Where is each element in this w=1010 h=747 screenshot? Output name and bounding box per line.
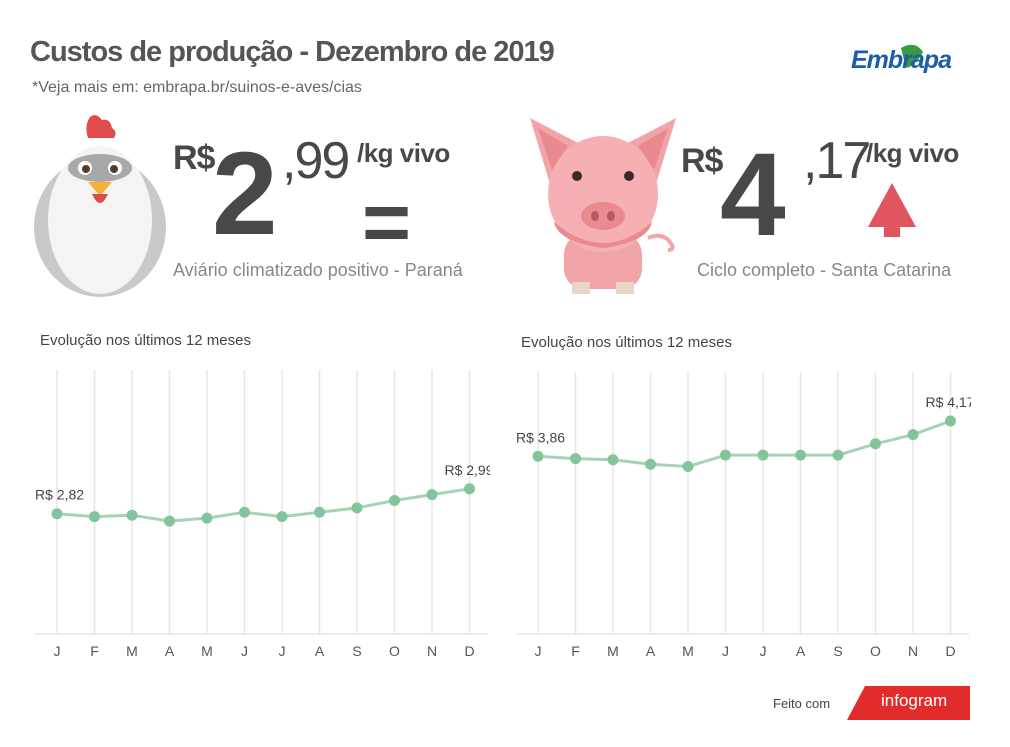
poultry-tick-label: D [464,643,474,659]
poultry-data-point[interactable] [426,489,438,501]
poultry-tick-label: A [165,643,175,659]
poultry-trend-equal: = [362,175,412,269]
poultry-data-point[interactable] [389,495,400,507]
swine-data-point[interactable] [870,438,881,450]
swine-data-point[interactable] [757,449,769,461]
swine-price-chart: J F M A M J J A S O N D R$ 3,86 R$ 4,17 [516,372,971,659]
poultry-data-point[interactable] [164,515,175,527]
poultry-price-integer: 2 [212,128,278,260]
chicken-icon [34,115,166,297]
swine-tick-label: A [646,643,656,659]
swine-data-point[interactable] [720,449,731,461]
poultry-data-point[interactable] [314,506,325,518]
poultry-tick-label: A [315,643,325,659]
poultry-data-label: R$ 2,82 [35,487,84,503]
swine-currency: R$ [681,142,723,180]
swine-price-decimal: ,17 [803,132,871,190]
swine-tick-label: M [682,643,694,659]
poultry-tick-label: J [279,643,286,659]
swine-data-point[interactable] [570,453,581,465]
poultry-tick-label: N [427,643,437,659]
poultry-data-point[interactable] [51,508,63,520]
poultry-currency: R$ [173,139,215,177]
poultry-data-point[interactable] [351,502,363,514]
embrapa-logo-text: Embrapa [851,46,952,74]
poultry-tick-label: M [126,643,138,659]
page-title: Custos de produção - Dezembro de 2019 [30,36,555,68]
poultry-data-point[interactable] [89,511,100,523]
swine-data-point[interactable] [532,450,544,462]
poultry-tick-label: M [201,643,213,659]
made-with-label: Feito com [773,696,831,711]
poultry-chart-title: Evolução nos últimos 12 meses [40,332,251,349]
swine-data-point[interactable] [682,461,694,473]
swine-tick-label: S [833,643,842,659]
swine-data-label: R$ 4,17 [925,394,971,410]
swine-chart-title: Evolução nos últimos 12 meses [521,334,732,351]
poultry-data-point[interactable] [464,483,475,495]
embrapa-logo-mark [901,44,923,68]
poultry-tick-label: S [352,643,361,659]
poultry-price-decimal: ,99 [282,132,350,190]
swine-description: Ciclo completo - Santa Catarina [697,260,952,280]
poultry-data-point[interactable] [126,509,138,521]
page-subtitle: *Veja mais em: embrapa.br/suinos-e-aves/… [32,79,362,96]
swine-tick-label: A [796,643,806,659]
swine-data-point[interactable] [607,454,619,466]
poultry-price-unit: /kg vivo [357,138,450,168]
swine-tick-label: N [908,643,918,659]
poultry-price-chart: J F M A M J J A S O N D R$ 2,82 R$ 2,99 [35,370,490,659]
swine-data-label: R$ 3,86 [516,429,565,445]
swine-tick-label: F [571,643,580,659]
swine-price-unit: /kg vivo [866,138,959,168]
pig-icon [530,118,676,294]
swine-data-point[interactable] [907,429,919,441]
swine-tick-label: M [607,643,619,659]
poultry-series-line [56,487,470,523]
poultry-data-point[interactable] [276,511,288,523]
swine-series-line [537,419,952,469]
swine-data-point[interactable] [832,449,844,461]
poultry-data-label: R$ 2,99 [444,462,490,478]
infogram-badge[interactable]: infogram [847,686,970,720]
swine-price-integer: 4 [720,129,786,261]
infogram-label: infogram [881,691,948,710]
swine-data-point[interactable] [945,415,956,427]
swine-data-point[interactable] [645,458,656,470]
poultry-tick-label: J [54,643,61,659]
swine-tick-label: O [870,643,881,659]
embrapa-logo: Embrapa [849,42,969,82]
swine-tick-label: D [945,643,955,659]
poultry-tick-label: J [241,643,248,659]
poultry-tick-label: O [389,643,400,659]
swine-tick-label: J [760,643,767,659]
up-arrow-icon [868,183,916,237]
swine-tick-label: J [722,643,729,659]
infogram-badge-shape [847,686,970,720]
poultry-data-point[interactable] [239,506,250,518]
poultry-description: Aviário climatizado positivo - Paraná [173,260,463,280]
swine-tick-label: J [535,643,542,659]
poultry-data-point[interactable] [201,512,213,524]
swine-data-point[interactable] [795,449,806,461]
poultry-tick-label: F [90,643,99,659]
